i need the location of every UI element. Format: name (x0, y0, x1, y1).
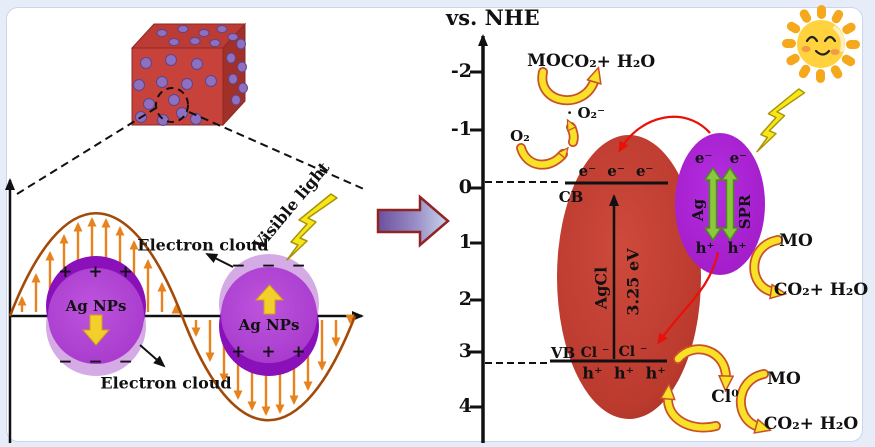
spr-label: SPR (736, 194, 754, 230)
spr-oscillation-arrows (703, 166, 740, 242)
electron-cloud-pointers (139, 253, 234, 368)
em-wave (8, 212, 357, 422)
superoxide-label: · O₂⁻ (567, 104, 605, 122)
ag-np-sphere-left (46, 256, 146, 376)
electron-shift-arrow-up (254, 284, 285, 315)
band-levels (550, 181, 668, 363)
products-label-bottom: CO₂+ H₂O (763, 414, 859, 434)
electron-cloud-label-bottom: Electron cloud (100, 373, 232, 393)
ag-spr-ellipse (675, 133, 765, 275)
ag-np-sphere-right (219, 254, 319, 376)
hole-transfer-arrow (657, 251, 720, 345)
cb-label: CB (558, 188, 584, 206)
ag-metal-label: Ag (689, 198, 707, 222)
superoxide-arrow (571, 127, 578, 146)
products-label-right: CO₂+ H₂O (773, 280, 869, 300)
mo-label-bottom: MO (767, 369, 801, 389)
mo-label-right: MO (779, 231, 813, 251)
cl-cycle-arrow-top (674, 346, 726, 379)
zoom-circle (155, 87, 189, 123)
np-left-label: Ag NPs (65, 297, 127, 315)
products-label-top: CO₂+ H₂O (560, 52, 656, 72)
vb-cl-right: Cl ⁻ (618, 344, 648, 360)
electron-shift-arrow-down (81, 314, 111, 346)
np-right-bottom-charges: + + + (231, 342, 311, 362)
tick-4: 4 (458, 395, 472, 417)
tick-2: 2 (458, 288, 472, 310)
vb-label: VB (550, 344, 576, 362)
tick-0: 0 (458, 176, 472, 198)
mo-label-top: MO (527, 51, 561, 71)
oxygen-label: O₂ (510, 127, 530, 145)
agcl-ellipse (557, 135, 701, 419)
ag-electrons: e⁻ e⁻ (694, 149, 748, 167)
reaction-arrows (516, 72, 778, 431)
ag-holes: h⁺ h⁺ (695, 239, 747, 257)
zoom-dashed-lines (16, 107, 367, 195)
sunlight-bolt-icon (756, 88, 806, 153)
cb-electrons: e⁻ e⁻ e⁻ (578, 162, 654, 180)
vb-cl-left: Cl ⁻ (580, 345, 610, 361)
np-left-top-charges: + + + (58, 262, 138, 282)
np-right-label: Ag NPs (238, 316, 300, 334)
tick-3: 3 (458, 340, 472, 362)
electron-transfer-arrow (618, 115, 711, 153)
vb-holes: h⁺ h⁺ h⁺ (582, 363, 666, 383)
np-right-top-charges: − − − (231, 256, 311, 276)
sun-icon (782, 5, 860, 83)
chlorine-radical-label: Cl⁰ (711, 387, 739, 407)
mo-degradation-arrow-bottom (737, 370, 764, 427)
transition-block-arrow (376, 194, 450, 248)
nhe-axis-title: vs. NHE (446, 5, 540, 30)
agcl-label: AgCl (591, 266, 611, 310)
charge-transfer-arrows (618, 115, 720, 345)
agcl-cube (130, 22, 248, 127)
nhe-axis (470, 34, 560, 443)
cl-cycle-arrow-bottom (668, 396, 720, 431)
o2-reduction-arrow (517, 144, 563, 168)
electron-cloud-label-top: Electron cloud (137, 235, 269, 255)
np-left-bottom-charges: − − − (58, 352, 138, 372)
band-gap-label: 3.25 eV (623, 248, 643, 316)
ag-dots (133, 25, 248, 126)
mo-degradation-arrow-top (539, 72, 595, 104)
mo-degradation-arrow-right (751, 236, 778, 292)
tick-neg1: -1 (450, 118, 472, 140)
tick-1: 1 (458, 231, 472, 253)
tick-neg2: -2 (450, 60, 472, 82)
